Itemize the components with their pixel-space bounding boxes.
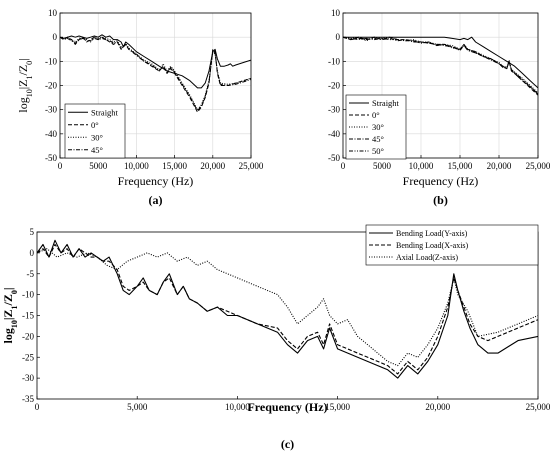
y-tick-label: -50: [328, 153, 340, 163]
legend-label: 50°: [372, 146, 384, 156]
series-line-4: [60, 36, 251, 112]
y-tick-label: 0: [53, 32, 58, 42]
y-label-subscript: 1: [25, 76, 34, 80]
y-label-part: |Z: [16, 80, 30, 90]
x-tick-label: 10,000: [409, 161, 434, 171]
series-line-2: [343, 36, 538, 96]
panel-a: 0 5000 10,000 15,000 20,000 25,000100-10-20-3…: [16, 8, 264, 207]
legend-label: 0°: [91, 120, 99, 130]
y-tick-label: -40: [328, 129, 340, 139]
legend-label: 0°: [372, 110, 380, 120]
x-tick-label: 20,000: [487, 161, 512, 171]
y-label-part: /Z: [16, 65, 30, 76]
x-tick-label: 0: [341, 161, 346, 171]
series-line-3: [60, 36, 251, 111]
legend-box: [345, 94, 407, 160]
x-tick-label: 20,000: [425, 402, 450, 412]
series-line-3: [37, 248, 538, 367]
legend-box: [64, 103, 126, 159]
y-label-part: |: [1, 288, 15, 291]
y-label-part: |: [16, 58, 30, 60]
series-line-1: [37, 239, 538, 379]
y-tick-label: -50: [45, 153, 57, 163]
legend-label: Bending Load(X-axis): [396, 241, 469, 250]
y-tick-label: -40: [45, 129, 57, 139]
y-label-subscript: 10: [10, 320, 19, 328]
y-tick-label: -20: [22, 331, 34, 341]
legend-label: 30°: [372, 122, 384, 132]
y-label-subscript: 10: [25, 89, 34, 97]
x-tick-label: 5000: [373, 161, 392, 171]
x-tick-label: 15,000: [162, 161, 187, 171]
legend-label: Axial Load(Z-axis): [396, 253, 458, 262]
y-axis-label: log10|Z1/Z0|: [16, 58, 34, 112]
x-tick-label: 10,000: [124, 161, 149, 171]
y-label-subscript: 0: [25, 61, 34, 65]
y-tick-label: 5: [30, 227, 35, 237]
panel-label: (b): [433, 193, 448, 207]
y-tick-label: -20: [328, 81, 340, 91]
series-line-1: [60, 34, 251, 89]
plot-frame: [36, 231, 539, 400]
y-label-subscript: 0: [10, 290, 19, 294]
plot-frame: [342, 12, 539, 159]
y-tick-label: -20: [45, 81, 57, 91]
legend-label: Straight: [91, 107, 119, 117]
y-tick-label: 0: [336, 32, 341, 42]
y-label-part: /Z: [1, 294, 15, 306]
x-tick-label: 25,000: [526, 161, 550, 171]
panel-b: 0 5000 10,000 15,000 20,000 25,000 10 0 -10 -20 -3…: [328, 8, 550, 207]
x-tick-label: 25,000: [526, 402, 550, 412]
x-tick-label: 25,000: [239, 161, 264, 171]
panel-label: (a): [149, 193, 163, 207]
x-tick-label: 0: [58, 161, 63, 171]
y-label-part: log: [1, 328, 15, 343]
plot-frame: [59, 12, 252, 159]
legend-label: Straight: [372, 98, 400, 108]
y-tick-label: -15: [22, 311, 34, 321]
y-tick-label: -10: [328, 56, 340, 66]
y-tick-label: 10: [48, 8, 58, 18]
panel-c: 0 5,000 10,000 15,000 20,000 25,000 5 0 -5 -10 -15…: [1, 224, 550, 451]
y-tick-label: -25: [22, 352, 34, 362]
x-tick-label: 10,000: [225, 402, 250, 412]
y-label-part: log: [16, 97, 30, 112]
y-label-subscript: 1: [10, 306, 19, 310]
legend-label: 45°: [372, 134, 384, 144]
series-line-2: [37, 243, 538, 375]
x-tick-label: 15,000: [325, 402, 350, 412]
y-tick-label: 0: [30, 248, 35, 258]
x-tick-label: 0: [35, 402, 40, 412]
y-tick-label: -10: [45, 56, 57, 66]
x-axis-label: Frequency (Hz): [118, 174, 194, 188]
x-axis-label: Frequency (Hz): [403, 174, 479, 188]
y-tick-label: -35: [22, 394, 34, 404]
y-tick-label: 10: [331, 8, 341, 18]
x-tick-label: 5,000: [127, 402, 148, 412]
x-tick-label: 5000: [89, 161, 108, 171]
y-axis-label: log10|Z1/Z0|: [1, 288, 19, 344]
series-line-3: [343, 36, 538, 94]
y-tick-label: -5: [27, 269, 35, 279]
legend-box: [365, 224, 539, 266]
series-line-1: [343, 36, 538, 89]
series-line-5: [343, 36, 538, 95]
y-label-part: |Z: [1, 310, 15, 321]
y-tick-label: -10: [22, 290, 34, 300]
series-line-2: [60, 36, 251, 113]
panel-label: (c): [281, 437, 294, 451]
y-tick-label: -30: [328, 105, 340, 115]
x-axis-label: Frequency (Hz): [247, 400, 327, 414]
legend-label: 45°: [91, 145, 103, 155]
y-tick-label: -30: [22, 373, 34, 383]
legend-label: 30°: [91, 132, 103, 142]
legend-label: Bending Load(Y-axis): [396, 229, 468, 238]
x-tick-label: 20,000: [200, 161, 225, 171]
x-tick-label: 15,000: [448, 161, 473, 171]
y-tick-label: -30: [45, 105, 57, 115]
